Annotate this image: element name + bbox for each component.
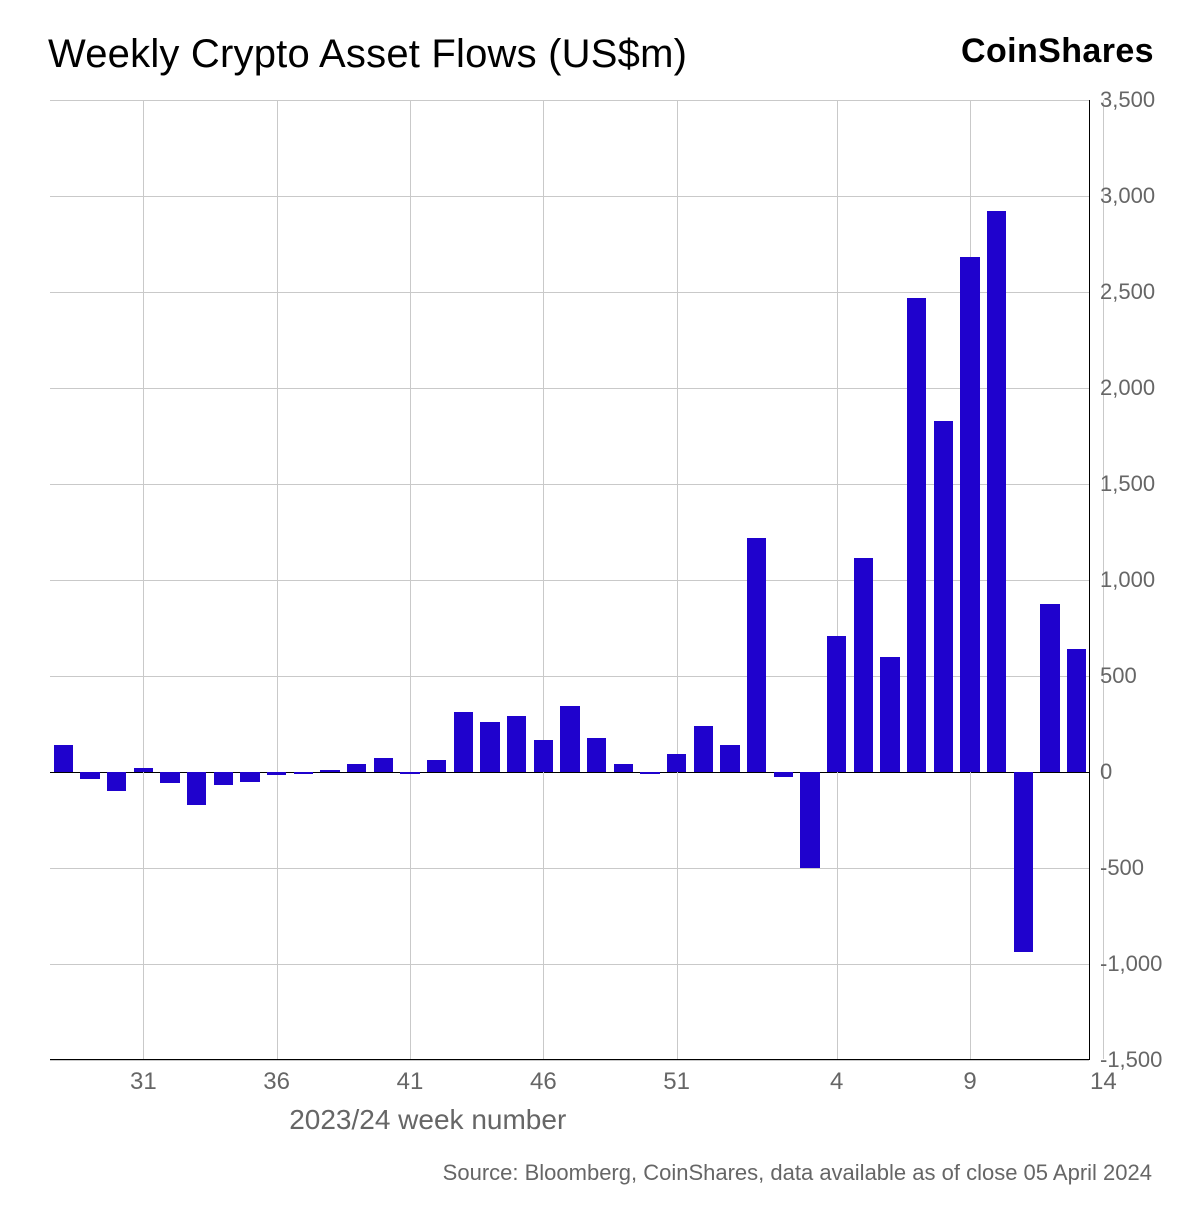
bar [294,772,313,774]
bar [720,745,739,772]
gridline-vertical [410,100,411,1059]
x-axis-label: 2023/24 week number [289,1104,566,1136]
bar [507,716,526,772]
bar [667,754,686,772]
bar [800,772,819,868]
x-tick-label: 9 [963,1068,976,1096]
bar [747,538,766,772]
y-tick-label: 2,000 [1100,375,1155,401]
bar [987,211,1006,772]
bar [400,772,419,774]
source-attribution: Source: Bloomberg, CoinShares, data avai… [443,1160,1152,1186]
bar [134,768,153,772]
bar [854,558,873,772]
bar [827,636,846,772]
x-tick-label: 4 [830,1068,843,1096]
bar [54,745,73,772]
chart-canvas: Weekly Crypto Asset Flows (US$m) CoinSha… [0,0,1200,1216]
bar [480,722,499,772]
bar [80,772,99,779]
y-tick-label: 3,500 [1100,87,1155,113]
bar [534,740,553,772]
x-tick-label: 14 [1090,1068,1117,1096]
gridline-vertical [837,100,838,1059]
y-tick-label: 500 [1100,663,1137,689]
bar [694,726,713,772]
bar [187,772,206,805]
y-tick-label: 2,500 [1100,279,1155,305]
gridline-vertical [677,100,678,1059]
y-tick-label: 1,500 [1100,471,1155,497]
y-tick-label: 1,000 [1100,567,1155,593]
gridline-vertical [277,100,278,1059]
gridline-vertical [543,100,544,1059]
bar [934,421,953,772]
bar [907,298,926,772]
y-tick-label: -1,000 [1100,951,1162,977]
bar [214,772,233,785]
x-tick-label: 31 [130,1068,157,1096]
gridline-horizontal [50,1060,1089,1061]
bar [640,772,659,774]
y-tick-label: 3,000 [1100,183,1155,209]
bar [960,257,979,772]
bar [160,772,179,783]
gridline-vertical [143,100,144,1059]
bar [347,764,366,772]
chart-title: Weekly Crypto Asset Flows (US$m) [48,32,687,77]
bar [320,770,339,772]
brand-logo-text: CoinShares [961,32,1154,71]
bar [614,764,633,772]
gridline-horizontal [50,964,1089,965]
bar [374,758,393,772]
gridline-horizontal [50,196,1089,197]
bar [774,772,793,777]
bar [880,657,899,772]
x-tick-label: 46 [530,1068,557,1096]
bar [1014,772,1033,952]
gridline-horizontal [50,868,1089,869]
gridline-horizontal [50,388,1089,389]
bar [240,772,259,782]
x-tick-label: 51 [663,1068,690,1096]
bar [427,760,446,772]
x-tick-label: 41 [397,1068,424,1096]
bar [107,772,126,791]
y-tick-label: -500 [1100,855,1144,881]
bar [1067,649,1086,772]
gridline-horizontal [50,100,1089,101]
bar [560,706,579,772]
bar [1040,604,1059,772]
y-tick-label: 0 [1100,759,1112,785]
bar [454,712,473,772]
bar [587,738,606,772]
x-tick-label: 36 [263,1068,290,1096]
bar [267,772,286,775]
plot-area [50,100,1090,1060]
gridline-horizontal [50,292,1089,293]
